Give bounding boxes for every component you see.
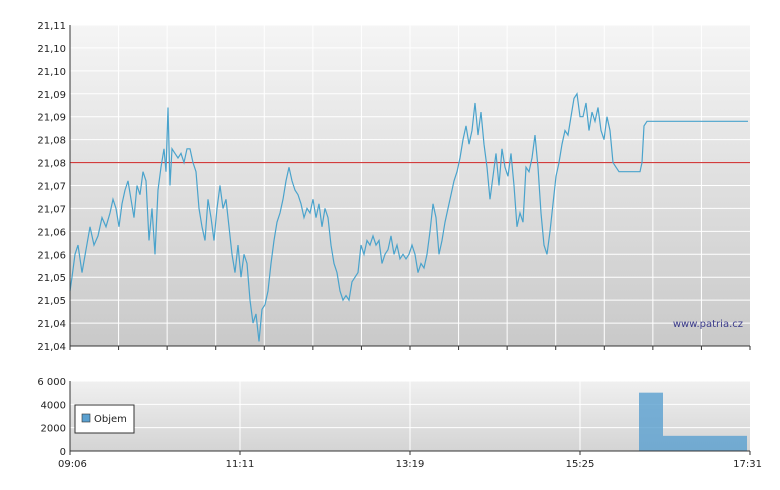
volume-bar [711,435,713,451]
price-y-tick-label: 21,09 [37,113,66,124]
volume-bar [743,435,745,451]
volume-bar [651,392,653,451]
x-tick-label: 13:19 [396,459,425,470]
price-y-tick-label: 21,07 [37,182,66,193]
volume-bar [723,435,725,451]
volume-bar [661,392,663,451]
volume-bar [685,435,687,451]
volume-bar [683,435,685,451]
volume-bar [677,435,679,451]
legend-box [74,404,135,434]
volume-bar [703,435,705,451]
volume-bar [691,435,693,451]
volume-bar [745,435,747,451]
volume-bar [671,435,673,451]
volume-bar [725,435,727,451]
volume-bar [705,435,707,451]
volume-bar [741,435,743,451]
volume-bar [689,435,691,451]
price-y-tick-label: 21,05 [37,273,66,284]
volume-bar [647,392,649,451]
volume-bar [643,392,645,451]
x-tick-label: 09:06 [58,459,87,470]
volume-bar [729,435,731,451]
volume-bar [679,435,681,451]
volume-bar [681,435,683,451]
volume-bar [667,435,669,451]
price-panel: 21,04 21,04 21,05 21,05 21,06 21,06 21,07 21,07… [37,21,751,353]
volume-bar [665,435,667,451]
volume-bar [735,435,737,451]
volume-bar [657,392,659,451]
price-y-tick-label: 21,08 [37,159,66,170]
volume-bar [731,435,733,451]
price-series-line [69,92,748,342]
price-y-tick-label: 21,05 [37,296,66,307]
volume-bar [721,435,723,451]
volume-bar [669,435,671,451]
legend-label: Objem [94,414,127,425]
volume-bar [697,435,699,451]
price-y-tick-label: 21,06 [37,227,66,238]
watermark: www.patria.cz [673,319,743,330]
volume-legend: Objem [74,404,135,434]
volume-bar [639,392,641,451]
volume-bar [641,392,643,451]
volume-bar [695,435,697,451]
volume-bar [727,435,729,451]
volume-panel: 0 2000 4000 6 000 09:06 11:11 13:19 15:25 17:31 [37,377,762,470]
volume-y-tick-label: 2000 [41,424,66,435]
price-y-tick-label: 21,11 [37,21,66,32]
price-y-tick-label: 21,08 [37,136,66,147]
volume-y-tick-label: 4000 [41,400,66,411]
volume-bar [653,392,655,451]
legend-swatch [81,413,91,423]
x-tick-label: 15:25 [566,459,595,470]
volume-bar [717,435,719,451]
volume-bar [715,435,717,451]
volume-bar [733,435,735,451]
volume-bar [719,435,721,451]
price-y-tick-label: 21,07 [37,204,66,215]
price-y-tick-label: 21,04 [37,319,66,330]
x-tick-label: 11:11 [226,459,255,470]
volume-bar [655,392,657,451]
volume-bar [693,435,695,451]
x-tick-label: 17:31 [733,459,762,470]
volume-bar [649,392,651,451]
volume-bar [645,392,647,451]
volume-bar [709,435,711,451]
volume-y-tick-label: 6 000 [37,377,66,388]
price-y-tick-label: 21,04 [37,342,66,353]
price-y-tick-label: 21,09 [37,90,66,101]
volume-bar [673,435,675,451]
price-y-tick-label: 21,06 [37,250,66,261]
volume-bar [739,435,741,451]
volume-bar [675,435,677,451]
price-y-tick-label: 21,10 [37,67,66,78]
volume-bar [707,435,709,451]
volume-bar [687,435,689,451]
volume-bar [659,392,661,451]
volume-bar [713,435,715,451]
volume-bar [699,435,701,451]
volume-bar [663,435,665,451]
volume-bar [701,435,703,451]
price-y-tick-label: 21,10 [37,44,66,55]
volume-bar [737,435,739,451]
volume-y-tick-label: 0 [60,447,66,458]
